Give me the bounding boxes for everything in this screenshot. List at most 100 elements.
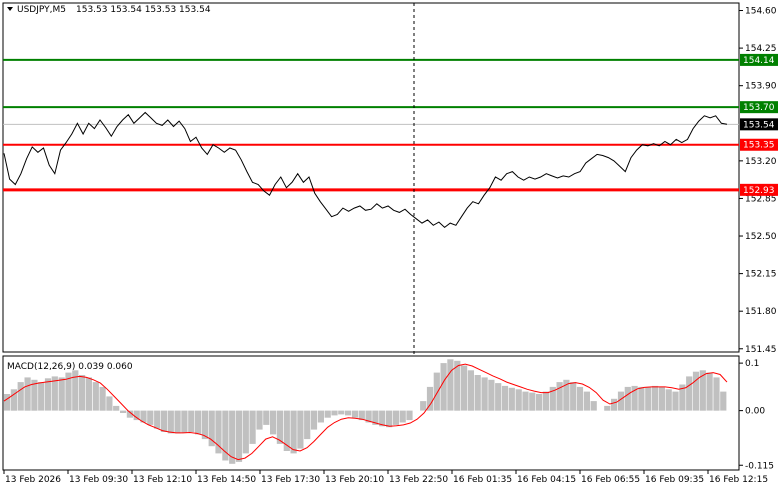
macd-bar — [222, 410, 229, 461]
macd-bar — [358, 410, 365, 421]
macd-bar — [508, 387, 515, 411]
symbol-timeframe: USDJPY,M5 — [17, 5, 66, 15]
macd-bar — [590, 401, 597, 411]
price-axis-label: 153.90 — [745, 82, 777, 92]
macd-bar — [536, 394, 543, 411]
time-axis[interactable]: 13 Feb 2026 13 Feb 09:30 13 Feb 12:10 13 Fe… — [3, 470, 768, 485]
macd-bar — [420, 401, 427, 411]
price-pane-frame — [2, 2, 740, 353]
price-axis-label: 153.20 — [745, 157, 777, 167]
macd-bar — [672, 391, 679, 411]
macd-bar — [433, 372, 440, 411]
macd-bar — [17, 382, 24, 411]
macd-bar — [611, 398, 618, 411]
macd-bar — [652, 385, 659, 411]
macd-axis-label: -0.115 — [745, 461, 774, 471]
macd-bar — [338, 410, 345, 415]
time-axis-label: 16 Feb 04:15 — [517, 475, 576, 485]
price-line-series — [3, 111, 728, 229]
macd-bar — [51, 376, 58, 411]
macd-bar — [713, 377, 720, 411]
macd-bar — [372, 410, 379, 425]
macd-bar — [522, 391, 529, 411]
time-axis-label: 13 Feb 09:30 — [69, 475, 128, 485]
macd-bar — [85, 377, 92, 411]
macd-bar — [631, 385, 638, 411]
time-axis-label: 16 Feb 09:35 — [645, 475, 704, 485]
macd-bar — [720, 391, 727, 411]
macd-bar — [283, 410, 290, 451]
macd-bar — [365, 410, 372, 423]
macd-bar — [113, 405, 120, 411]
macd-bar — [174, 410, 181, 434]
macd-bar — [529, 392, 536, 411]
macd-bar — [256, 410, 263, 430]
macd-bar — [617, 391, 625, 411]
macd-pane[interactable]: MACD(12,26,9) 0.039 0.060 — [2, 355, 740, 471]
macd-axis-label: 0.1 — [745, 359, 759, 369]
macd-axis[interactable]: 0.1 0.00 -0.115 — [739, 359, 774, 471]
macd-bar — [297, 410, 304, 449]
price-axis-label: 152.15 — [745, 270, 777, 280]
macd-bar — [699, 370, 706, 411]
macd-bar — [583, 391, 590, 411]
macd-bar — [65, 372, 72, 411]
macd-bar — [242, 410, 249, 454]
macd-bar — [474, 375, 481, 411]
macd-bar — [542, 391, 549, 411]
macd-bar — [229, 410, 236, 464]
macd-bar — [126, 410, 133, 418]
macd-bar — [467, 370, 474, 411]
macd-bar — [44, 378, 52, 411]
macd-bar — [406, 410, 413, 421]
macd-bar — [195, 410, 202, 435]
macd-bar — [201, 410, 208, 440]
macd-bar — [4, 394, 11, 411]
macd-bar — [324, 410, 331, 418]
ohlc-values: 153.53 153.54 153.53 153.54 — [76, 5, 211, 15]
macd-bar — [181, 410, 188, 433]
macd-bar — [556, 382, 563, 411]
macd-bar — [379, 410, 386, 427]
macd-bar — [188, 410, 195, 432]
price-levels — [3, 58, 739, 192]
macd-bar — [31, 379, 38, 411]
time-axis-label: 16 Feb 01:35 — [453, 475, 512, 485]
macd-bar — [99, 386, 106, 411]
price-pane[interactable]: USDJPY,M5 153.53 153.54 153.53 153.54 — [2, 2, 740, 470]
macd-bar — [399, 410, 406, 423]
macd-signal-line — [3, 363, 728, 461]
macd-bar — [351, 410, 359, 418]
macd-bar — [160, 410, 168, 432]
macd-bar — [235, 410, 243, 462]
price-axis-label: 154.25 — [745, 44, 777, 54]
macd-bar — [270, 410, 277, 435]
macd-bar — [72, 370, 79, 411]
down-triangle-icon[interactable] — [7, 7, 13, 11]
macd-bar — [276, 410, 283, 444]
macd-bar — [501, 385, 509, 411]
macd-bar — [79, 375, 86, 411]
macd-label: MACD(12,26,9) 0.039 0.060 — [7, 362, 133, 372]
macd-axis-label: 0.00 — [745, 407, 765, 417]
macd-bar — [624, 386, 631, 411]
macd-bar — [426, 386, 434, 411]
price-axis-label: 152.50 — [745, 232, 777, 242]
macd-bar — [310, 410, 318, 430]
macd-bar — [447, 359, 454, 411]
macd-bar — [692, 371, 700, 411]
macd-histogram — [4, 359, 727, 464]
macd-bar — [167, 410, 174, 434]
macd-bar — [10, 389, 17, 411]
time-axis-label: 13 Feb 22:50 — [389, 475, 448, 485]
price-axis[interactable]: 154.60 154.25 153.90 153.20 152.85 152.50 152.… — [739, 7, 778, 355]
macd-bar — [304, 410, 311, 440]
macd-bar — [686, 376, 693, 411]
macd-bar — [208, 410, 215, 447]
price-level-tag — [740, 183, 778, 196]
macd-bar — [263, 410, 270, 425]
macd-bar — [249, 410, 256, 444]
macd-bar — [645, 386, 652, 411]
macd-bar — [495, 383, 502, 411]
